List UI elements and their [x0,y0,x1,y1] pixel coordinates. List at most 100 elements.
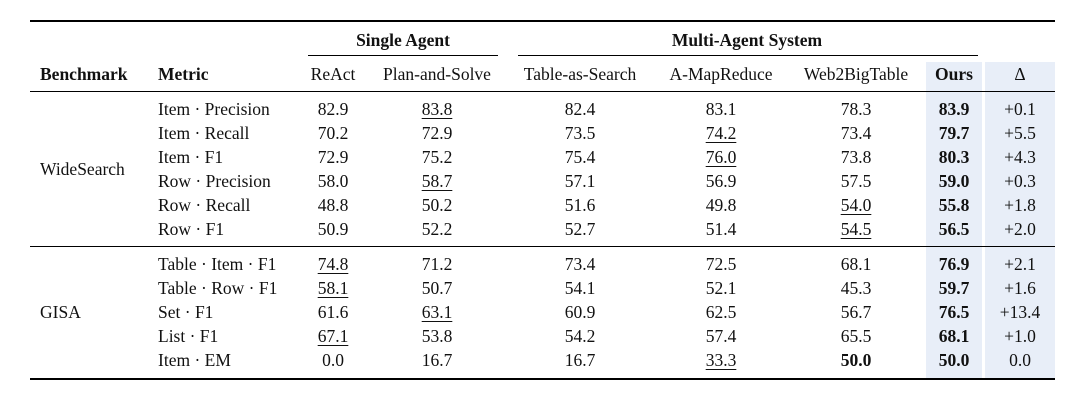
table-cell: 50.9 [317,219,349,239]
table-cell: 71.2 [421,254,453,274]
delta-cell: 0.0 [1009,350,1031,370]
column-header-benchmark: Benchmark [40,64,128,84]
column-header-metric: Metric [158,64,209,84]
table-cell: 51.4 [705,219,737,239]
table-cell: 75.4 [564,147,596,167]
table-cell: 73.4 [840,123,872,143]
metric-label: Item · Recall [158,123,250,143]
table-cell: 70.2 [317,123,349,143]
table-cell: 79.7 [938,123,970,143]
table-cell: 54.0 [840,195,872,215]
benchmark-label: WideSearch [40,159,125,179]
table-cell: 58.1 [317,278,349,298]
table-cell: 60.9 [564,302,596,322]
table-cell: 83.8 [421,99,453,119]
delta-cell: +5.5 [1004,123,1036,143]
table-cell: 48.8 [317,195,349,215]
table-cell: 16.7 [421,350,453,370]
table-cell: 33.3 [705,350,737,370]
multi-agent-cmidrule [518,55,978,56]
column-header-a-mapreduce: A-MapReduce [669,64,773,84]
table-cell: 74.2 [705,123,737,143]
table-cell: 62.5 [705,302,737,322]
table-cell: 59.0 [938,171,970,191]
table-cell: 45.3 [840,278,872,298]
table-cell: 76.0 [705,147,737,167]
group-header-multi-agent: Multi-Agent System [671,30,823,50]
table-cell: 0.0 [322,350,344,370]
table-cell: 72.5 [705,254,737,274]
table-cell: 53.8 [421,326,453,346]
table-cell: 76.5 [938,302,970,322]
table-cell: 83.9 [938,99,970,119]
table-cell: 54.1 [564,278,596,298]
delta-cell: +1.0 [1004,326,1036,346]
table-cell: 63.1 [421,302,453,322]
column-header-delta: Δ [1014,64,1026,84]
table-cell: 50.0 [840,350,872,370]
table-cell: 59.7 [938,278,970,298]
table-cell: 76.9 [938,254,970,274]
metric-label: Table · Item · F1 [158,254,277,274]
table-cell: 57.4 [705,326,737,346]
table-cell: 73.8 [840,147,872,167]
table-cell: 54.2 [564,326,596,346]
metric-label: Item · F1 [158,147,224,167]
metric-label: Set · F1 [158,302,214,322]
table-cell: 57.1 [564,171,596,191]
table-cell: 56.7 [840,302,872,322]
column-header-react: ReAct [310,64,356,84]
metric-label: Table · Row · F1 [158,278,278,298]
table-cell: 50.2 [421,195,453,215]
delta-column-shade [985,62,1055,378]
delta-cell: +1.6 [1004,278,1036,298]
table-cell: 50.7 [421,278,453,298]
table-cell: 68.1 [938,326,970,346]
table-cell: 52.7 [564,219,596,239]
delta-cell: +13.4 [999,302,1041,322]
metric-label: Row · F1 [158,219,225,239]
bottom-rule [30,378,1055,380]
results-table: Single Agent Multi-Agent System Benchmar… [30,0,1055,404]
delta-cell: +0.3 [1004,171,1036,191]
table-cell: 68.1 [840,254,872,274]
metric-label: Row · Precision [158,171,271,191]
table-cell: 67.1 [317,326,349,346]
delta-cell: +2.1 [1004,254,1036,274]
table-cell: 56.9 [705,171,737,191]
column-header-table-as-search: Table-as-Search [523,64,637,84]
metric-label: Item · Precision [158,99,270,119]
table-cell: 52.2 [421,219,453,239]
table-cell: 82.4 [564,99,596,119]
table-cell: 54.5 [840,219,872,239]
section-rule [30,246,1055,247]
table-cell: 72.9 [317,147,349,167]
table-cell: 50.0 [938,350,970,370]
column-header-ours: Ours [935,64,973,84]
table-cell: 83.1 [705,99,737,119]
table-cell: 58.7 [421,171,453,191]
metric-label: List · F1 [158,326,219,346]
delta-cell: +0.1 [1004,99,1036,119]
column-header-plan-and-solve: Plan-and-Solve [383,64,491,84]
header-rule [30,91,1055,92]
delta-cell: +2.0 [1004,219,1036,239]
table-cell: 16.7 [564,350,596,370]
delta-cell: +1.8 [1004,195,1036,215]
table-cell: 74.8 [317,254,349,274]
table-cell: 72.9 [421,123,453,143]
table-cell: 73.5 [564,123,596,143]
top-rule [30,20,1055,22]
table-cell: 75.2 [421,147,453,167]
column-header-web2bigtable: Web2BigTable [803,64,909,84]
table-cell: 82.9 [317,99,349,119]
table-cell: 80.3 [938,147,970,167]
table-cell: 55.8 [938,195,970,215]
metric-label: Row · Recall [158,195,251,215]
single-agent-cmidrule [308,55,498,56]
table-cell: 58.0 [317,171,349,191]
table-cell: 65.5 [840,326,872,346]
table-cell: 61.6 [317,302,349,322]
benchmark-label: GISA [40,302,81,322]
table-cell: 57.5 [840,171,872,191]
